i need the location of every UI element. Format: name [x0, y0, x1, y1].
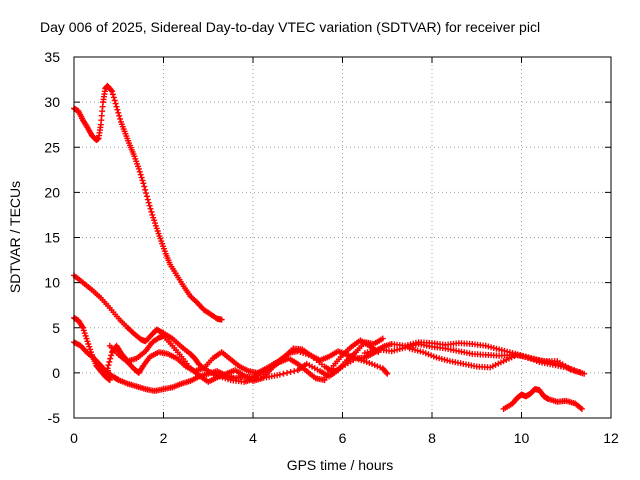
data-point-plus: [86, 343, 93, 350]
x-tick-label: 0: [70, 430, 78, 446]
y-tick-label: 20: [44, 184, 60, 200]
data-point-plus: [84, 338, 91, 345]
data-point-plus: [107, 355, 114, 362]
data-point-plus: [87, 346, 94, 353]
x-tick-label: 2: [160, 430, 168, 446]
data-point-plus: [578, 405, 585, 412]
y-tick-label: 15: [44, 230, 60, 246]
x-tick-label: 6: [339, 430, 347, 446]
data-point-plus: [83, 335, 90, 342]
data-point-plus: [116, 112, 123, 119]
data-point-plus: [109, 91, 116, 98]
axis-ticks: -5 0 5 10 15 20 25 30 35 0 2 4 6 8 10 12: [44, 49, 619, 446]
data-marks: [71, 82, 588, 412]
data-point-plus: [143, 190, 150, 197]
y-tick-label: 5: [52, 320, 60, 336]
y-tick-label: -5: [48, 410, 61, 426]
x-tick-label: 10: [514, 430, 530, 446]
data-point-plus: [108, 352, 115, 359]
data-point-plus: [112, 100, 119, 107]
y-tick-label: 25: [44, 139, 60, 155]
grid: [74, 57, 611, 418]
data-point-plus: [291, 368, 298, 375]
y-tick-label: 35: [44, 49, 60, 65]
data-point-plus: [284, 369, 291, 376]
data-point-plus: [115, 109, 122, 116]
data-point-plus: [567, 366, 574, 373]
data-point-plus: [113, 103, 120, 110]
x-tick-label: 8: [428, 430, 436, 446]
y-tick-label: 30: [44, 94, 60, 110]
data-point-plus: [136, 168, 143, 175]
data-point-plus: [106, 358, 113, 365]
data-point-plus: [137, 171, 144, 178]
data-point-plus: [81, 330, 88, 337]
data-point-plus: [276, 371, 283, 378]
data-point-plus: [144, 196, 151, 203]
data-point-plus: [111, 97, 118, 104]
y-tick-label: 0: [52, 365, 60, 381]
data-point-plus: [142, 186, 149, 193]
data-point-plus: [135, 165, 142, 172]
x-tick-label: 12: [603, 430, 619, 446]
data-point-plus: [151, 220, 158, 227]
data-point-plus: [581, 370, 588, 377]
data-point-plus: [138, 174, 145, 181]
data-point-plus: [143, 193, 150, 200]
series-pass-8: [500, 386, 585, 412]
data-point-plus: [80, 327, 87, 334]
data-point-plus: [146, 202, 153, 209]
data-point-plus: [140, 180, 147, 187]
data-point-plus: [105, 362, 112, 369]
data-point-plus: [108, 87, 115, 94]
data-point-plus: [109, 88, 116, 95]
data-point-plus: [576, 368, 583, 375]
data-point-plus: [152, 222, 159, 229]
series-pass-7: [406, 345, 574, 373]
data-point-plus: [383, 369, 390, 376]
data-point-plus: [280, 370, 287, 377]
series-pass-1: [71, 82, 225, 323]
y-tick-label: 10: [44, 275, 60, 291]
data-point-plus: [384, 370, 391, 377]
data-point-plus: [79, 324, 86, 331]
data-point-plus: [110, 94, 117, 101]
data-point-plus: [149, 211, 156, 218]
x-tick-label: 4: [249, 430, 257, 446]
data-point-plus: [141, 183, 148, 190]
data-point-plus: [287, 368, 294, 375]
data-point-plus: [150, 214, 157, 221]
chart-title: Day 006 of 2025, Sidereal Day-to-day VTE…: [40, 19, 541, 35]
data-point-plus: [82, 332, 89, 339]
data-point-plus: [218, 316, 225, 323]
data-point-plus: [85, 340, 92, 347]
x-axis-label: GPS time / hours: [286, 457, 394, 473]
data-point-plus: [379, 335, 386, 342]
data-point-plus: [145, 199, 152, 206]
data-point-plus: [147, 205, 154, 212]
data-point-plus: [148, 208, 155, 215]
data-point-plus: [114, 106, 121, 113]
data-point-plus: [117, 115, 124, 122]
data-point-plus: [139, 177, 146, 184]
data-point-plus: [151, 217, 158, 224]
